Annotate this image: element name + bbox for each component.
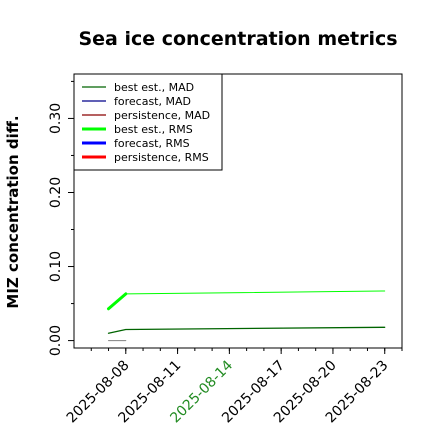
legend-label: persistence, RMS: [114, 151, 209, 164]
series-line: [125, 290, 386, 295]
series-line: [107, 326, 386, 334]
legend-label: forecast, MAD: [114, 95, 191, 108]
plot-frame: [73, 73, 403, 349]
series-line: [107, 292, 128, 311]
x-axis: 2025-08-082025-08-112025-08-142025-08-17…: [64, 348, 403, 426]
series-layer: [107, 290, 386, 342]
y-axis: 0.00 0.10 0.20 0.30: [48, 80, 74, 356]
chart-title: Sea ice concentration metrics: [78, 28, 397, 50]
y-tick-label: 0.00: [48, 325, 64, 356]
y-tick-label: 0.10: [48, 251, 64, 282]
legend-label: best est., MAD: [114, 81, 194, 94]
y-tick-label: 0.30: [48, 103, 64, 134]
legend-label: best est., RMS: [114, 123, 193, 136]
legend-box: [73, 73, 223, 171]
legend-label: forecast, RMS: [114, 137, 190, 150]
y-axis-label: MIZ concentration diff.: [4, 115, 22, 308]
y-tick-label: 0.20: [48, 177, 64, 208]
legend-label: persistence, MAD: [114, 109, 210, 122]
